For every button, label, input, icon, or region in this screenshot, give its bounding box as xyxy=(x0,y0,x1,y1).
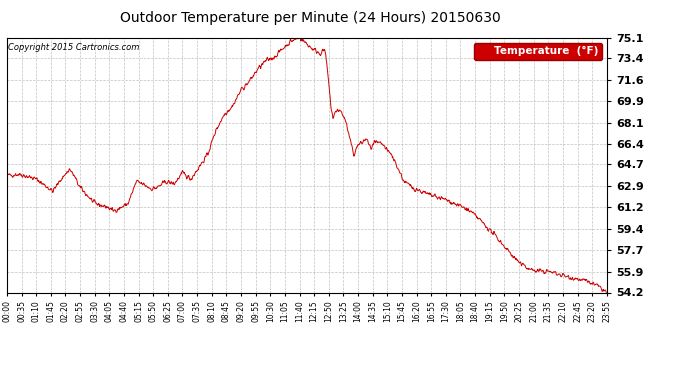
Legend: Temperature  (°F): Temperature (°F) xyxy=(473,43,602,60)
Text: Copyright 2015 Cartronics.com: Copyright 2015 Cartronics.com xyxy=(8,43,139,52)
Text: Outdoor Temperature per Minute (24 Hours) 20150630: Outdoor Temperature per Minute (24 Hours… xyxy=(120,11,501,25)
